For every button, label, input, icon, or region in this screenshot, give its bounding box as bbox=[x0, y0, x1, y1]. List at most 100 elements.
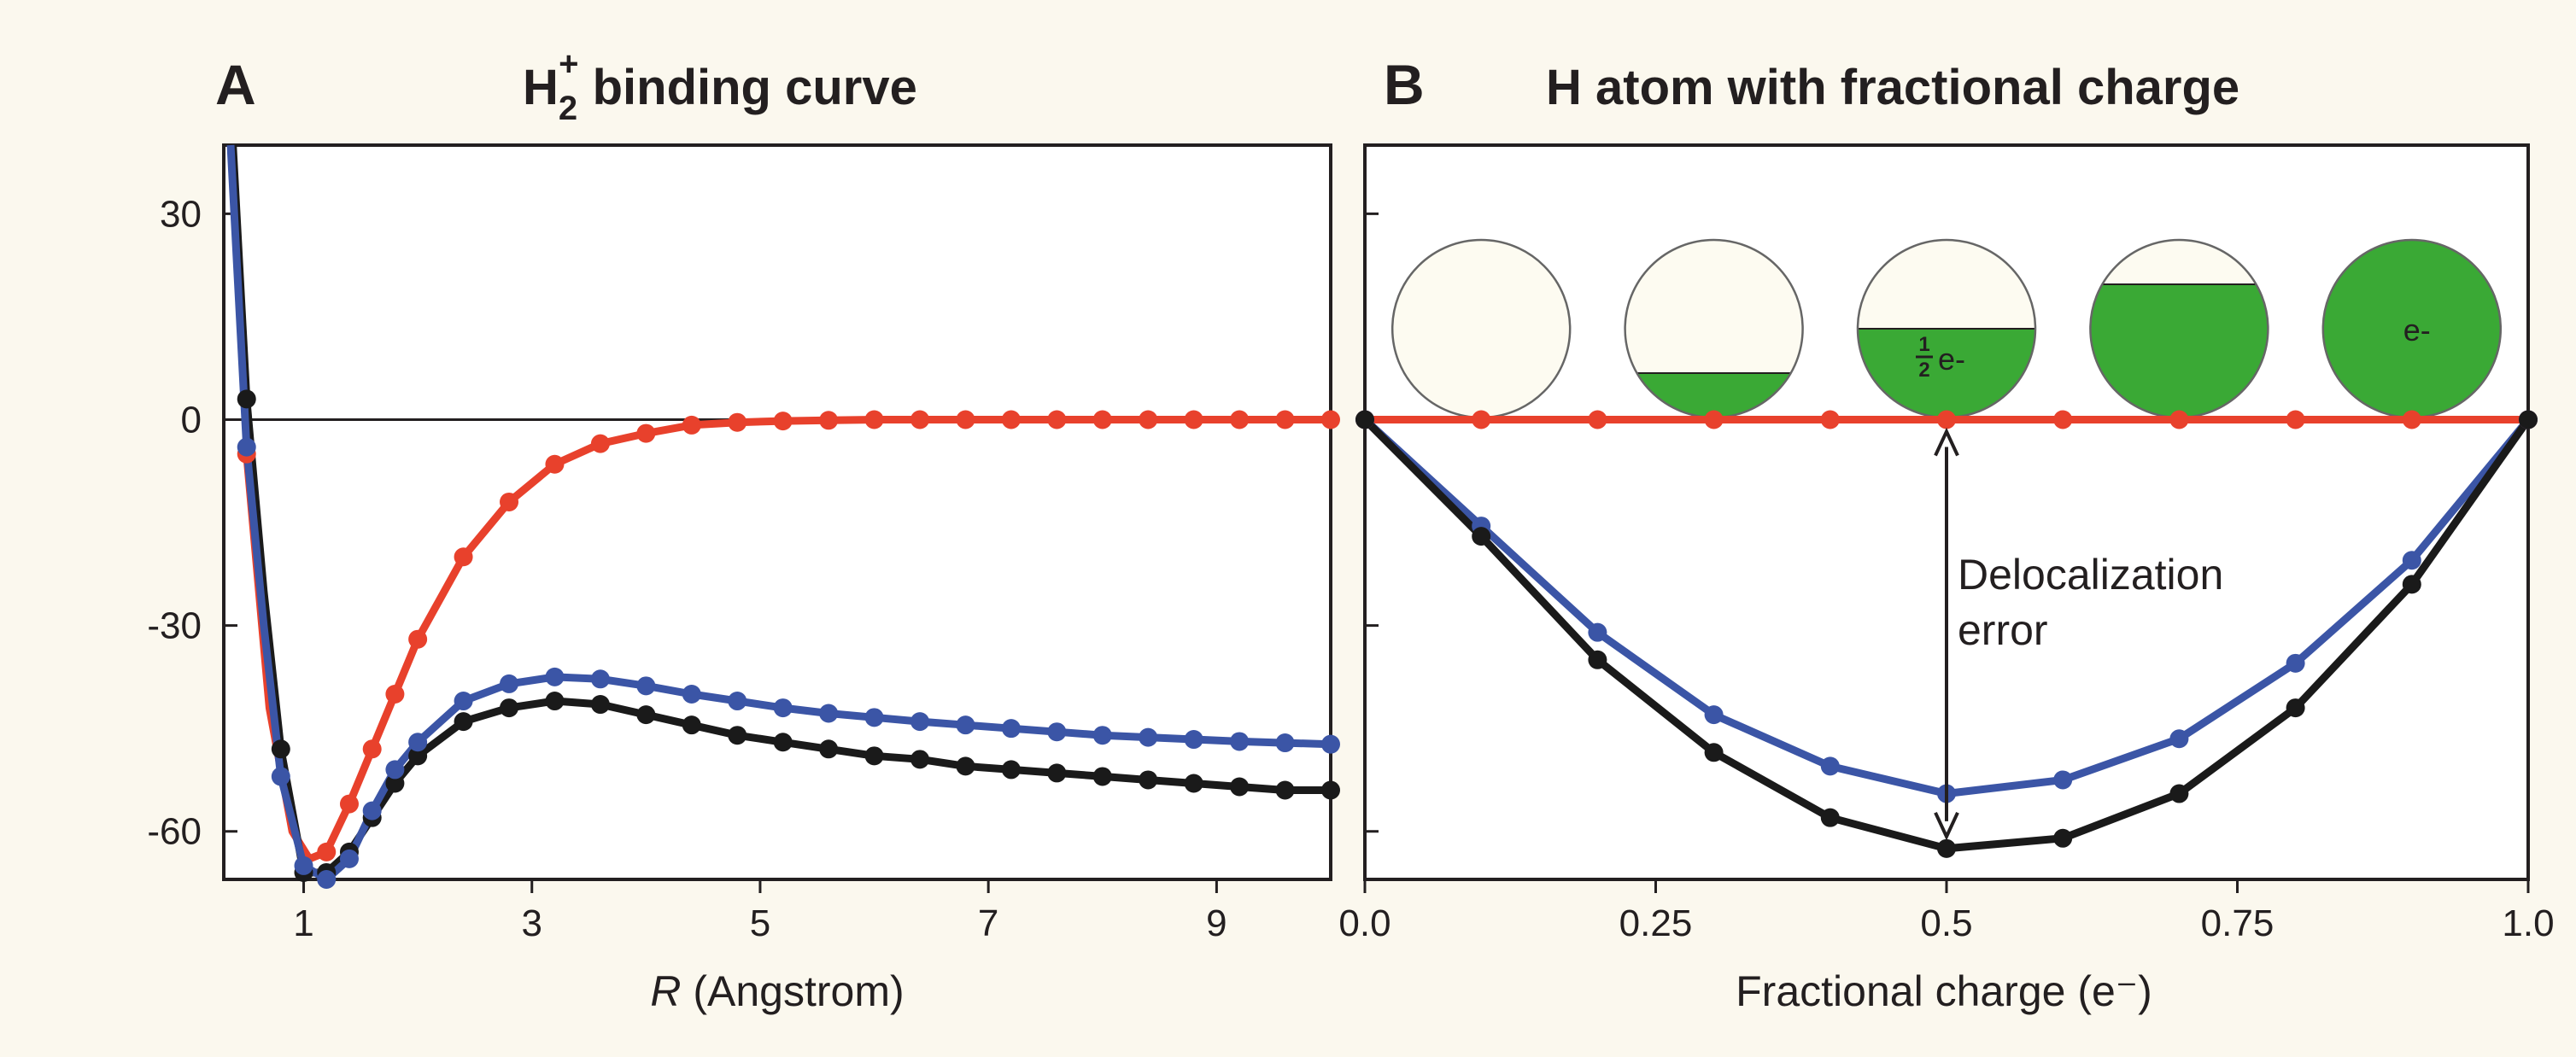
panel-a-series-black-point bbox=[408, 746, 428, 766]
panel-b-series-black-point bbox=[2286, 698, 2305, 718]
panel-b-x-axis-label: Fractional charge (e⁻) bbox=[1736, 967, 2152, 1015]
panel-a-series-red-point bbox=[317, 842, 337, 861]
panel-a-series-black-point bbox=[910, 750, 930, 769]
panel-a-series-blue-point bbox=[237, 437, 256, 457]
panel-a-series-red-point bbox=[636, 423, 656, 443]
panel-a-series-blue-point bbox=[294, 856, 313, 875]
panel-a-y-tick-label: 0 bbox=[181, 399, 202, 441]
panel-b-series-red-point bbox=[1472, 410, 1491, 429]
panel-b-series-blue-point bbox=[2053, 770, 2073, 790]
panel-b-series-red-point bbox=[1937, 410, 1956, 429]
panel-a-x-tick-label: 5 bbox=[750, 902, 770, 944]
delocalization-label-line1: Delocalization bbox=[1958, 551, 2223, 599]
panel-a-series-black-point bbox=[682, 715, 701, 735]
panel-a-y-axis: 30 0 -30 -60 bbox=[147, 193, 237, 853]
panel-b-series-black-point bbox=[2169, 784, 2189, 803]
panel-a-series-red-point bbox=[1047, 410, 1067, 429]
panel-a-y-tick-label: -30 bbox=[147, 605, 202, 647]
panel-a-y-tick-label: -60 bbox=[147, 811, 202, 853]
panel-b-series-red-point bbox=[1820, 410, 1840, 429]
panel-a-series-black-point bbox=[636, 705, 656, 725]
panel-a-series-black-point bbox=[1139, 770, 1158, 790]
panel-a-title-sup: + bbox=[559, 45, 578, 83]
panel-a-series-red-point bbox=[910, 410, 930, 429]
panel-a-series-blue-point bbox=[408, 733, 428, 752]
panel-a-series-red-point bbox=[682, 415, 701, 435]
panel-a-series-black-point bbox=[1001, 760, 1021, 780]
panel-a-series-red-point bbox=[773, 412, 793, 431]
panel-a-y-tick-label: 30 bbox=[160, 193, 202, 235]
panel-b-series-black-point bbox=[2519, 410, 2538, 429]
panel-b-series-black-point bbox=[1355, 410, 1374, 429]
panel-b-x-axis: 0.0 0.25 0.5 0.75 1.0 bbox=[1338, 879, 2555, 944]
panel-a-series-black-point bbox=[454, 712, 473, 732]
half-electron-label: e- bbox=[1938, 342, 1965, 377]
panel-a-series-blue-point bbox=[454, 692, 473, 711]
panel-a-series-blue-point bbox=[864, 708, 884, 727]
panel-a-series-black-point bbox=[1184, 774, 1203, 793]
panel-a-series-black-point bbox=[385, 774, 405, 793]
panel-b-series-black-point bbox=[1472, 527, 1491, 546]
charge-bubble-fill bbox=[2322, 240, 2501, 418]
panel-a-series-blue-point bbox=[1275, 733, 1295, 753]
panel-a-series-black-point bbox=[271, 739, 290, 759]
panel-b-title: H atom with fractional charge bbox=[1546, 60, 2239, 115]
panel-a-series-red-point bbox=[590, 434, 610, 453]
panel-a-series-blue-point bbox=[1321, 734, 1340, 754]
panel-a-x-tick-label: 9 bbox=[1206, 902, 1227, 944]
panel-b-series-blue-point bbox=[1820, 756, 1840, 776]
panel-b-series-red-point bbox=[2053, 410, 2073, 429]
panel-a-series-black-point bbox=[728, 726, 747, 745]
panel-b-series-black-point bbox=[1704, 743, 1724, 762]
panel-a-series-blue-point bbox=[1139, 727, 1158, 747]
panel-a-series-blue-point bbox=[956, 715, 975, 735]
panel-a-series-red-point bbox=[1230, 410, 1250, 429]
panel-a-series-red-point bbox=[500, 492, 519, 511]
panel-b-series-black-point bbox=[2053, 828, 2073, 848]
panel-a-series-red-point bbox=[819, 411, 839, 430]
panel-a-series-black-point bbox=[1047, 763, 1067, 783]
panel-a-title-h: H bbox=[523, 60, 559, 115]
panel-b-series-blue-point bbox=[2169, 729, 2189, 749]
panel-a-series-black-point bbox=[500, 698, 519, 718]
half-fraction-denominator: 2 bbox=[1918, 359, 1929, 382]
panel-a-series-red-point bbox=[545, 454, 565, 474]
panel-b-x-tick-label: 0.75 bbox=[2201, 902, 2274, 944]
panel-b-series bbox=[1355, 410, 2538, 858]
panel-a-x-tick-label: 1 bbox=[293, 902, 313, 944]
panel-b-series-blue-point bbox=[1588, 622, 1607, 642]
panel-b-series-red-point bbox=[1704, 410, 1724, 429]
panel-a-series-blue-point bbox=[773, 698, 793, 718]
panel-b-series-blue-point bbox=[2286, 653, 2305, 673]
panel-b-series-red-point bbox=[2402, 410, 2421, 429]
half-fraction-numerator: 1 bbox=[1918, 333, 1929, 356]
charge-bubble bbox=[1392, 240, 1571, 418]
panel-a-series-blue-point bbox=[271, 767, 290, 786]
panel-a-series-blue-point bbox=[636, 676, 656, 696]
panel-b-series-red-point bbox=[2169, 410, 2189, 429]
delocalization-arrow bbox=[1934, 427, 1959, 841]
panel-a-title-sub: 2 bbox=[559, 90, 577, 127]
panel-a-series-red-point bbox=[385, 684, 405, 704]
arrow-head-up bbox=[1934, 427, 1959, 457]
panel-b-x-tick-label: 0.5 bbox=[1920, 902, 1972, 944]
panel-a-series-blue-point bbox=[728, 692, 747, 711]
panel-a-series-blue-point bbox=[362, 801, 382, 820]
panel-a-series-black-point bbox=[773, 733, 793, 752]
panel-b-x-tick-label: 0.25 bbox=[1619, 902, 1693, 944]
panel-a-series-red-point bbox=[864, 410, 884, 429]
panel-a-series-black-point bbox=[864, 746, 884, 766]
panel-a-series-red-point bbox=[728, 412, 747, 432]
panel-a-series-red-point bbox=[1001, 410, 1021, 429]
panel-a-x-tick-label: 7 bbox=[978, 902, 998, 944]
panel-b-series-black-point bbox=[1820, 808, 1840, 827]
panel-a-series-red-point bbox=[339, 794, 359, 814]
panel-a-x-tick-label: 3 bbox=[522, 902, 542, 944]
panel-b-series-black-point bbox=[2402, 575, 2421, 594]
panel-b-x-tick-label: 1.0 bbox=[2502, 902, 2554, 944]
panel-b-chart: 0.0 0.25 0.5 0.75 1.0 12 e-e- Delocalization … bbox=[1338, 143, 2555, 1015]
panel-a-x-axis-label-italic: R bbox=[650, 967, 681, 1015]
panel-b-series-black-point bbox=[1937, 838, 1956, 858]
panel-a-series-black-point bbox=[590, 695, 610, 715]
arrow-head-down bbox=[1934, 811, 1959, 841]
